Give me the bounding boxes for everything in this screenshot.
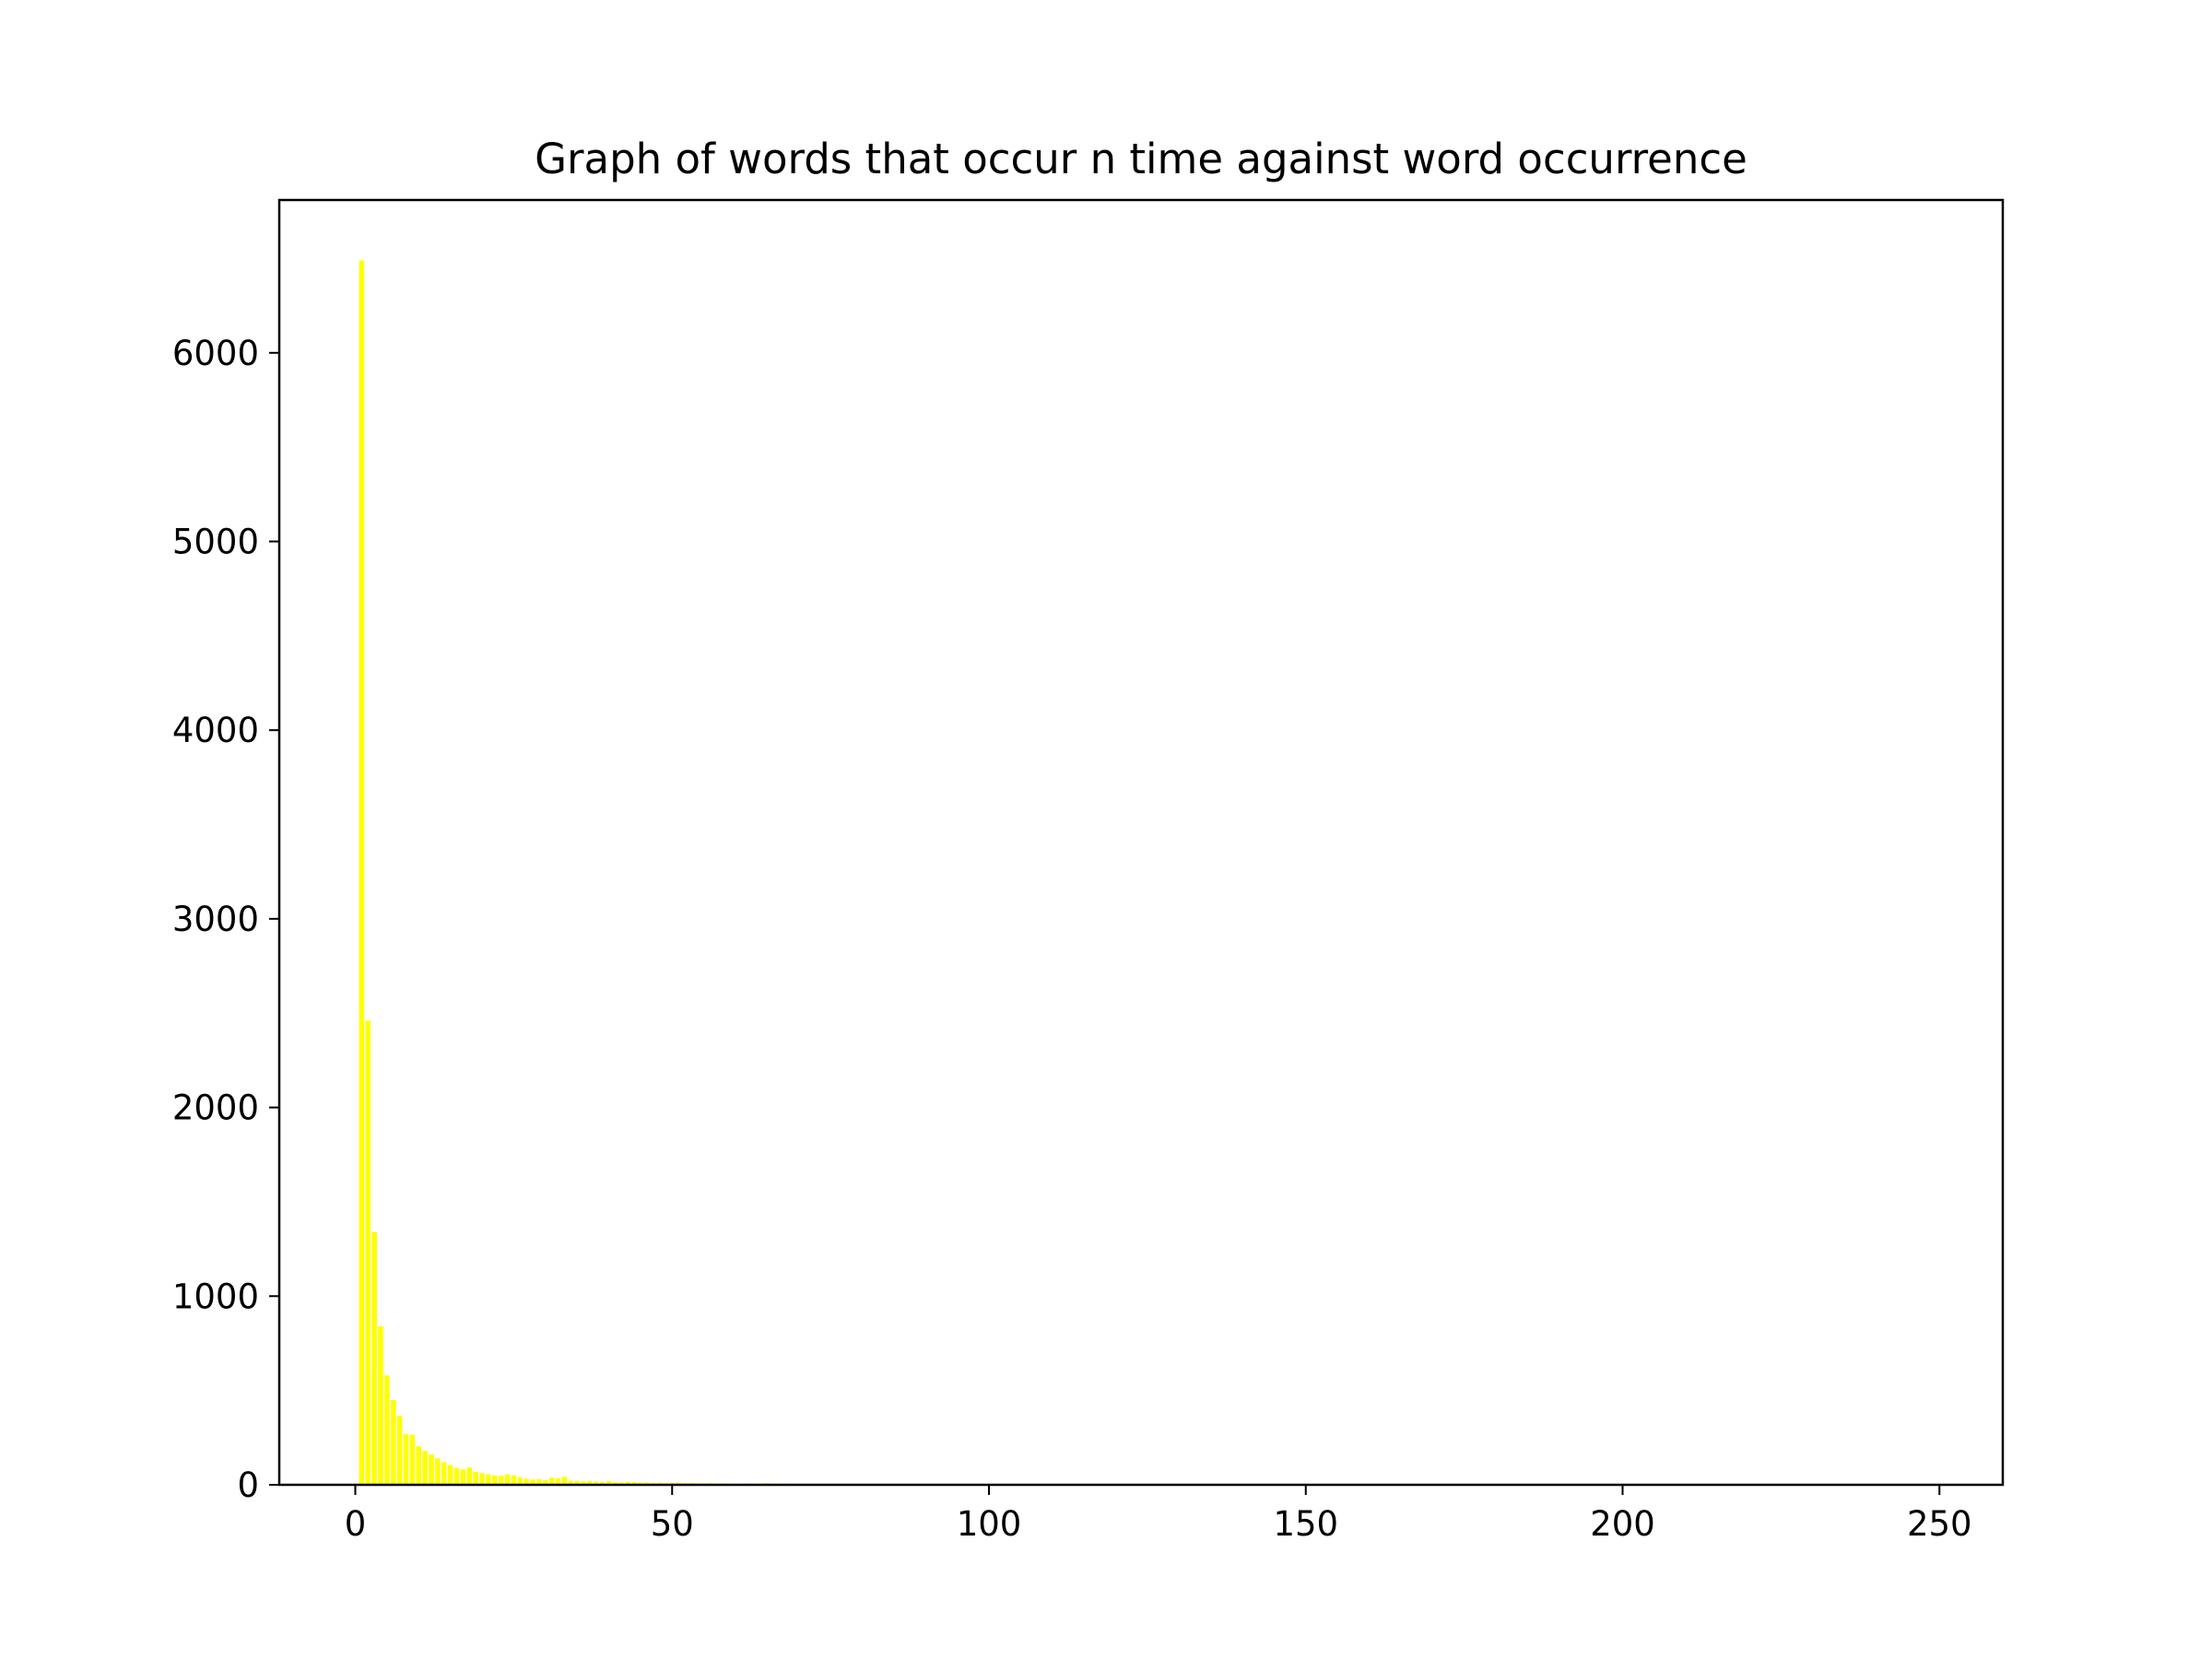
bar <box>409 1434 416 1485</box>
bar <box>631 1481 637 1485</box>
bar <box>460 1469 466 1485</box>
bar <box>644 1482 650 1485</box>
x-tick-label: 150 <box>1273 1504 1338 1544</box>
bar <box>486 1474 491 1485</box>
bar <box>365 1020 371 1485</box>
bar <box>416 1446 421 1485</box>
bar <box>441 1462 447 1485</box>
bar <box>517 1477 523 1485</box>
y-tick-label: 1000 <box>172 1277 259 1316</box>
x-tick-label: 100 <box>957 1504 1022 1544</box>
y-axis: 0 1000 2000 3000 4000 5000 6000 <box>172 334 279 1505</box>
y-tick-label: 0 <box>237 1465 259 1505</box>
bar <box>435 1458 441 1485</box>
bar <box>599 1481 606 1485</box>
bar <box>498 1476 504 1485</box>
bar <box>429 1454 434 1485</box>
bar <box>612 1482 618 1485</box>
bar <box>384 1375 390 1485</box>
bar <box>524 1478 529 1485</box>
bar <box>359 260 365 1485</box>
bar <box>422 1451 428 1485</box>
bar <box>574 1480 580 1485</box>
bar <box>453 1467 460 1485</box>
bar <box>479 1473 485 1485</box>
bar <box>473 1471 478 1485</box>
chart-title: Graph of words that occur n time against… <box>535 135 1747 183</box>
bar <box>587 1480 593 1485</box>
bar <box>568 1480 573 1485</box>
bar <box>378 1326 383 1485</box>
bar <box>581 1481 586 1485</box>
bar <box>548 1477 555 1485</box>
bar <box>606 1480 612 1485</box>
bar <box>511 1475 517 1485</box>
x-tick-label: 200 <box>1590 1504 1655 1544</box>
bar <box>543 1479 548 1485</box>
x-axis: 0 50 100 150 200 250 <box>345 1485 1972 1544</box>
y-tick-label: 3000 <box>172 900 259 939</box>
bar <box>396 1416 403 1485</box>
bar <box>555 1477 561 1485</box>
bar <box>403 1433 409 1485</box>
bar <box>492 1475 498 1485</box>
bar <box>504 1474 511 1485</box>
y-tick-label: 5000 <box>172 523 259 562</box>
bar <box>530 1479 535 1485</box>
y-tick-label: 4000 <box>172 711 259 750</box>
plot-frame <box>277 198 2005 1487</box>
x-tick-label: 250 <box>1907 1504 1972 1544</box>
y-tick-label: 6000 <box>172 334 259 373</box>
bar <box>466 1467 472 1485</box>
bar <box>536 1478 542 1485</box>
bar <box>625 1481 630 1485</box>
x-tick-label: 0 <box>345 1504 367 1544</box>
bar <box>391 1399 396 1485</box>
y-tick-label: 2000 <box>172 1088 259 1128</box>
bar <box>447 1465 453 1485</box>
x-tick-label: 50 <box>651 1504 694 1544</box>
bar <box>594 1481 599 1485</box>
bar <box>561 1477 568 1485</box>
bar <box>371 1231 377 1485</box>
